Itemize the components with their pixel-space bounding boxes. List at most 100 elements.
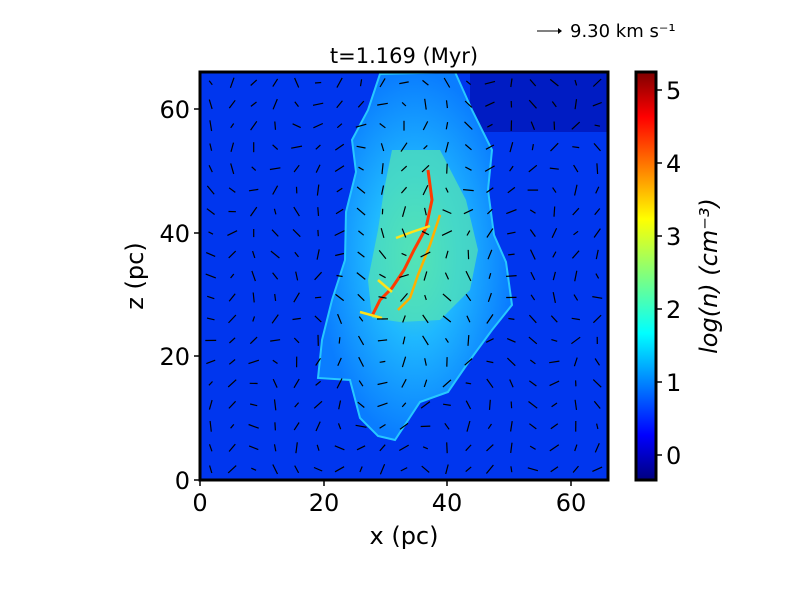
- velocity-arrow: [358, 316, 364, 322]
- velocity-arrow: [379, 444, 386, 452]
- velocity-arrow: [206, 185, 215, 195]
- velocity-arrow: [356, 186, 366, 194]
- velocity-arrow: [422, 79, 429, 86]
- velocity-arrow: [464, 144, 472, 151]
- velocity-arrow: [401, 252, 407, 257]
- velocity-arrow: [209, 465, 213, 474]
- velocity-arrow: [424, 207, 427, 216]
- velocity-arrow: [444, 422, 450, 430]
- density-dark-region: [470, 72, 608, 132]
- velocity-arrow: [593, 228, 601, 238]
- velocity-arrow: [400, 142, 408, 152]
- velocity-arrow: [334, 466, 345, 473]
- velocity-arrow: [315, 380, 321, 386]
- velocity-arrow: [379, 78, 386, 88]
- x-tick-label: 40: [432, 489, 463, 517]
- velocity-arrow: [228, 314, 237, 324]
- velocity-arrow: [424, 358, 427, 366]
- velocity-arrow: [487, 249, 493, 260]
- velocity-arrow: [336, 378, 343, 389]
- x-axis-label: x (pc): [370, 522, 439, 550]
- colorbar-tick-label: 4: [666, 150, 681, 178]
- velocity-arrow: [272, 272, 279, 280]
- velocity-arrow: [274, 121, 277, 130]
- velocity-arrow: [592, 314, 602, 324]
- filament-branch: [397, 214, 442, 311]
- velocity-arrow: [334, 165, 345, 173]
- velocity-arrow: [508, 317, 515, 320]
- velocity-arrow: [355, 424, 367, 428]
- velocity-arrow: [295, 442, 298, 454]
- velocity-arrow: [252, 316, 256, 322]
- velocity-arrow: [317, 207, 320, 216]
- velocity-arrow: [445, 121, 449, 130]
- velocity-arrow: [359, 466, 363, 473]
- velocity-arrow: [509, 165, 514, 172]
- velocity-arrow: [466, 315, 471, 323]
- x-axis-ticks: 0 20 40 60: [192, 480, 586, 517]
- velocity-arrow: [510, 78, 513, 88]
- velocity-arrow: [357, 251, 365, 258]
- velocity-arrow: [338, 400, 342, 410]
- velocity-arrow: [574, 444, 578, 452]
- velocity-arrow: [293, 164, 300, 173]
- velocity-arrow: [377, 402, 388, 408]
- velocity-arrow: [421, 230, 430, 236]
- velocity-arrow: [594, 442, 600, 453]
- velocity-arrow: [594, 208, 601, 216]
- velocity-arrow: [252, 250, 256, 259]
- velocity-arrow: [271, 314, 279, 324]
- velocity-arrow: [596, 163, 599, 175]
- velocity-arrow: [464, 121, 473, 130]
- velocity-arrow: [486, 360, 494, 364]
- velocity-arrow: [249, 403, 258, 407]
- velocity-arrow: [249, 336, 258, 345]
- velocity-arrow: [550, 142, 559, 152]
- velocity-arrow: [592, 101, 602, 107]
- y-tick-label: 60: [159, 96, 190, 124]
- velocity-arrow: [357, 335, 365, 346]
- velocity-arrow: [506, 338, 516, 343]
- velocity-arrow: [312, 102, 324, 106]
- velocity-arrow: [272, 378, 278, 388]
- velocity-arrow: [358, 166, 364, 171]
- velocity-arrow: [574, 270, 578, 282]
- y-tick-label: 40: [159, 220, 190, 248]
- velocity-arrow: [529, 445, 536, 450]
- velocity-arrow: [206, 208, 215, 215]
- velocity-arrow: [272, 464, 279, 475]
- velocity-arrow: [549, 167, 559, 170]
- x-tick-label: 0: [192, 489, 207, 517]
- velocity-arrow: [465, 466, 472, 473]
- velocity-arrow: [423, 144, 428, 150]
- velocity-arrow: [208, 399, 213, 410]
- velocity-arrow: [549, 380, 560, 387]
- velocity-arrow: [380, 143, 385, 152]
- velocity-arrow: [592, 466, 603, 472]
- velocity-arrow: [486, 208, 493, 215]
- velocity-arrow: [355, 123, 367, 128]
- x-tick-label: 20: [309, 489, 340, 517]
- velocity-arrow: [208, 164, 213, 173]
- velocity-arrow: [572, 465, 579, 473]
- velocity-arrow: [380, 228, 385, 239]
- velocity-arrow: [421, 465, 430, 473]
- velocity-arrow: [571, 250, 580, 259]
- velocity-arrow: [316, 444, 320, 451]
- velocity-arrow: [252, 292, 255, 303]
- velocity-arrow: [465, 166, 472, 171]
- velocity-arrow: [530, 121, 536, 131]
- velocity-arrow: [422, 314, 429, 324]
- velocity-arrow: [487, 423, 492, 430]
- density-map: [200, 72, 608, 480]
- velocity-arrow: [402, 315, 406, 323]
- velocity-arrow: [270, 339, 281, 342]
- colorbar-tick-label: 0: [666, 442, 681, 470]
- velocity-arrow: [228, 293, 236, 302]
- velocity-arrow: [248, 423, 259, 429]
- velocity-arrow: [315, 357, 321, 366]
- velocity-arrow: [292, 228, 301, 238]
- y-tick-label: 0: [175, 467, 190, 495]
- colorbar-gradient: [634, 70, 658, 482]
